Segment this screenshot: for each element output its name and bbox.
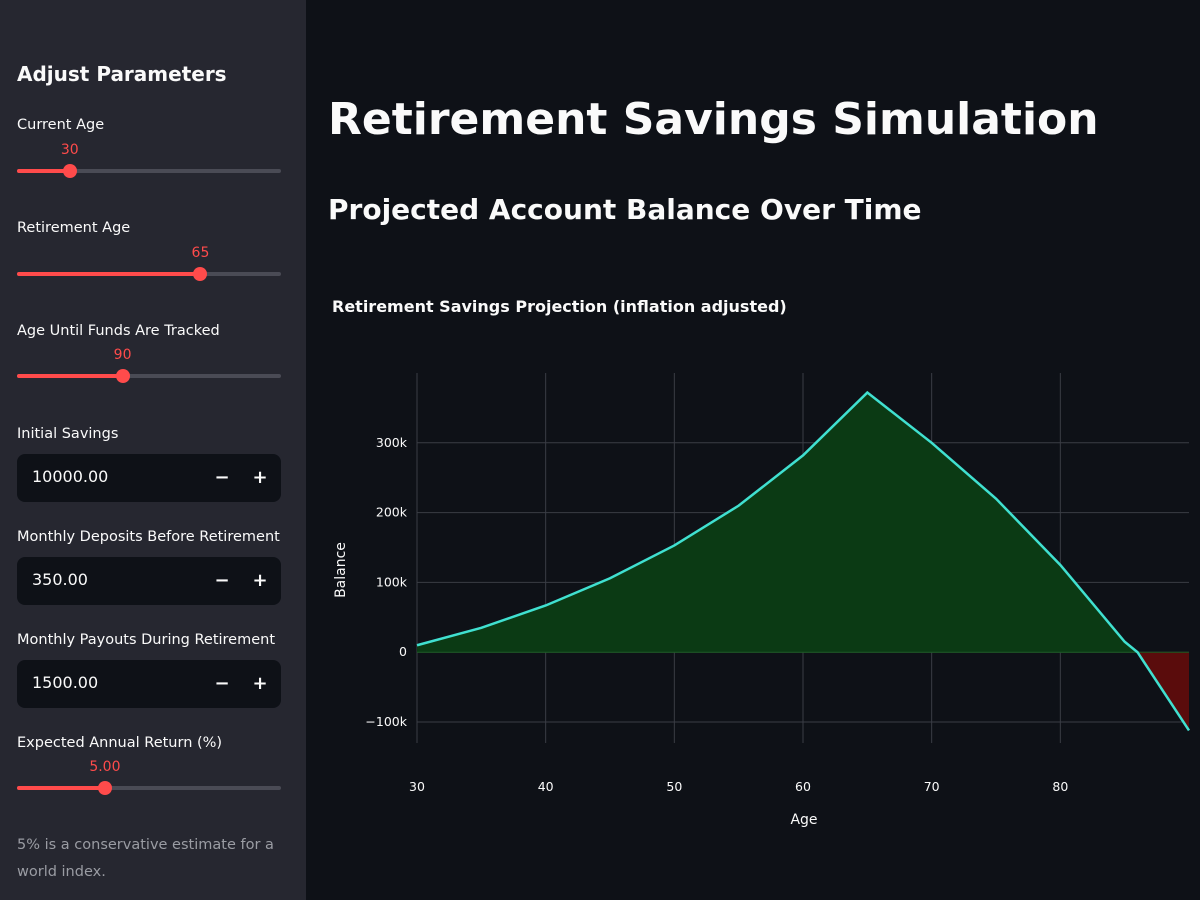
retirement-age-value: 65 xyxy=(191,245,210,261)
chart-ticks: 30 40 50 60 70 80 −100k 0 100k 200k 300k xyxy=(365,435,1068,794)
slider-track xyxy=(17,786,281,790)
monthly-payouts-input[interactable]: 1500.00 − + xyxy=(17,660,281,708)
x-tick-label: 60 xyxy=(795,779,811,794)
balance-chart[interactable]: Retirement Savings Projection (inflation… xyxy=(320,280,1195,840)
initial-savings-increment-button[interactable]: + xyxy=(252,467,268,488)
y-axis-label: Balance xyxy=(333,542,349,598)
x-tick-label: 50 xyxy=(666,779,682,794)
x-tick-label: 30 xyxy=(409,779,425,794)
tracked-age-slider[interactable]: 90 xyxy=(17,347,281,387)
y-tick-label: 100k xyxy=(376,574,408,589)
y-tick-label: 300k xyxy=(376,435,408,450)
balance-line xyxy=(416,390,1191,732)
initial-savings-value[interactable]: 10000.00 xyxy=(32,467,109,486)
monthly-payouts-value[interactable]: 1500.00 xyxy=(32,673,99,692)
x-tick-label: 40 xyxy=(538,779,554,794)
positive-balance-area xyxy=(417,392,1138,653)
slider-fill xyxy=(17,272,201,276)
retirement-age-label: Retirement Age xyxy=(17,220,131,236)
chart-lines xyxy=(416,390,1191,732)
annual-return-value: 5.00 xyxy=(89,759,121,775)
y-tick-label: 200k xyxy=(376,505,408,520)
x-tick-label: 70 xyxy=(924,779,940,794)
current-age-value: 30 xyxy=(60,142,79,158)
slider-fill xyxy=(17,786,105,790)
current-age-slider[interactable]: 30 xyxy=(17,142,281,182)
annual-return-slider[interactable]: 5.00 xyxy=(17,759,281,799)
y-tick-label: −100k xyxy=(365,714,407,729)
monthly-deposits-decrement-button[interactable]: − xyxy=(214,570,230,591)
current-age-label: Current Age xyxy=(17,117,105,133)
sidebar: Adjust Parameters Current Age 30 Retirem… xyxy=(0,0,306,900)
slider-fill xyxy=(17,374,123,378)
monthly-deposits-label: Monthly Deposits Before Retirement xyxy=(17,529,280,545)
slider-fill xyxy=(17,169,70,173)
monthly-payouts-label: Monthly Payouts During Retirement xyxy=(17,632,276,648)
tracked-age-label: Age Until Funds Are Tracked xyxy=(17,323,220,339)
monthly-deposits-value[interactable]: 350.00 xyxy=(32,570,88,589)
monthly-payouts-increment-button[interactable]: + xyxy=(252,673,268,694)
monthly-payouts-decrement-button[interactable]: − xyxy=(214,673,230,694)
tracked-age-value: 90 xyxy=(113,347,132,363)
y-tick-label: 0 xyxy=(399,644,407,659)
annual-return-caption: 5% is a conservative estimate for a worl… xyxy=(17,837,274,880)
section-subtitle: Projected Account Balance Over Time xyxy=(328,193,922,226)
slider-thumb[interactable] xyxy=(62,164,77,178)
monthly-deposits-input[interactable]: 350.00 − + xyxy=(17,557,281,605)
slider-track xyxy=(17,374,281,378)
slider-thumb[interactable] xyxy=(115,369,130,383)
chart-title: Retirement Savings Projection (inflation… xyxy=(332,297,787,316)
initial-savings-decrement-button[interactable]: − xyxy=(214,467,230,488)
slider-track xyxy=(17,169,281,173)
x-tick-label: 80 xyxy=(1052,779,1068,794)
annual-return-label: Expected Annual Return (%) xyxy=(17,735,223,751)
initial-savings-input[interactable]: 10000.00 − + xyxy=(17,454,281,502)
slider-thumb[interactable] xyxy=(193,267,208,281)
initial-savings-label: Initial Savings xyxy=(17,426,119,442)
sidebar-title: Adjust Parameters xyxy=(17,62,227,86)
page-title: Retirement Savings Simulation xyxy=(328,94,1099,145)
x-axis-label: Age xyxy=(790,812,817,828)
retirement-age-slider[interactable]: 65 xyxy=(17,245,281,285)
slider-thumb[interactable] xyxy=(97,781,112,795)
monthly-deposits-increment-button[interactable]: + xyxy=(252,570,268,591)
